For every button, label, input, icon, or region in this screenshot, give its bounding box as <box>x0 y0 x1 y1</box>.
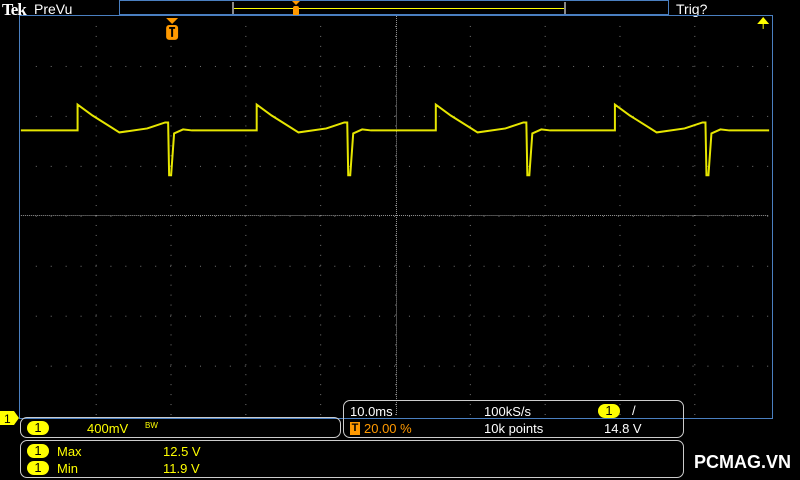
record-overview[interactable] <box>119 0 669 16</box>
measurement-value: 11.9 V <box>163 461 200 476</box>
acquisition-mode: PreVu <box>34 1 73 17</box>
waveform-graticule[interactable] <box>19 15 773 419</box>
tek-logo: Tek <box>2 0 27 19</box>
measurement-channel-badge: 1 <box>27 461 49 475</box>
channel-1-settings[interactable]: 1 400mV BW <box>20 417 341 438</box>
watermark: PCMAG.VN <box>694 452 792 472</box>
grid <box>20 16 769 416</box>
sample-rate: 100kS/s <box>484 404 531 419</box>
trigger-position-icon: T <box>350 422 360 435</box>
horizontal-scale: 10.0ms <box>350 404 393 419</box>
trigger-position-icon <box>166 17 179 40</box>
trigger-level: 14.8 V <box>604 421 642 436</box>
trigger-level-icon <box>757 16 770 29</box>
measurement-value: 12.5 V <box>163 444 201 459</box>
vertical-scale: 400mV <box>87 421 129 436</box>
trigger-source: 1 <box>598 404 620 418</box>
overview-window[interactable] <box>232 2 566 14</box>
record-length: 10k points <box>484 421 544 436</box>
bandwidth-limit-icon: BW <box>145 421 158 430</box>
measurements-panel[interactable]: 1 Max 12.5 V 1 Min 11.9 V <box>20 440 684 478</box>
channel-1-ground-marker: 1 <box>0 411 19 426</box>
channel-1-waveform <box>20 102 770 177</box>
measurement-label: Min <box>57 461 78 476</box>
measurement-channel-badge: 1 <box>27 444 49 458</box>
trigger-position: 20.00 % <box>364 421 412 436</box>
measurement-label: Max <box>57 444 82 459</box>
overview-trigger-icon <box>292 1 300 16</box>
svg-text:1: 1 <box>4 412 11 426</box>
trigger-status: Trig? <box>676 1 708 17</box>
channel-badge: 1 <box>27 421 49 435</box>
timebase-trigger-panel[interactable]: 10.0ms 100kS/s 1 / T 20.00 % 10k points … <box>343 400 684 438</box>
trigger-slope-icon: / <box>632 403 636 418</box>
overview-trace <box>234 8 564 9</box>
